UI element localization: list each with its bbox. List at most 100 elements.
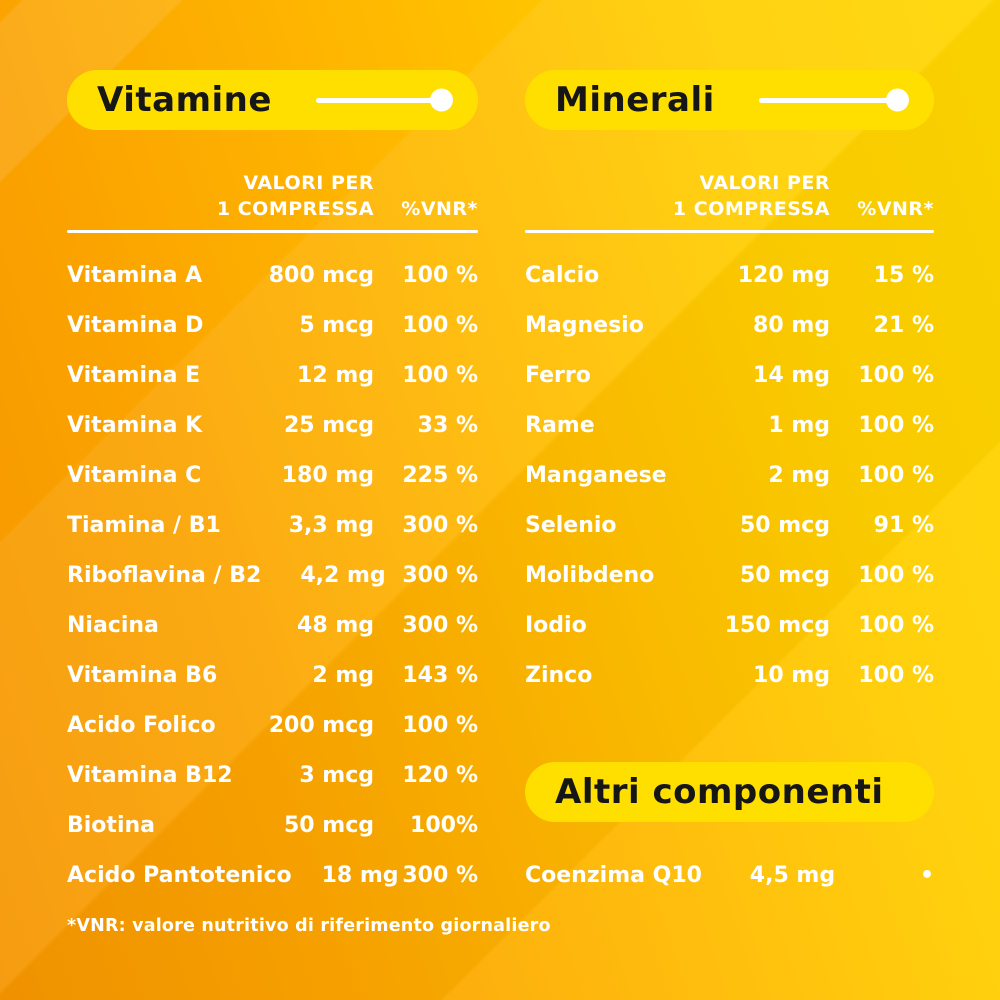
nutrient-amount: 3 mcg <box>299 762 374 788</box>
table-row: Molibdeno 50 mcg 100 % <box>525 550 934 600</box>
table-row: Tiamina / B1 3,3 mg 300 % <box>67 500 478 550</box>
table-row: Iodio 150 mcg 100 % <box>525 600 934 650</box>
nutrient-amount: 1 mg <box>768 412 830 438</box>
minerals-header-pill: Minerali <box>525 70 934 130</box>
nutrient-amount: 18 mg <box>321 862 399 888</box>
nutrient-name: Manganese <box>525 462 667 488</box>
nutrient-amount: 80 mg <box>753 312 830 338</box>
nutrient-name: Vitamina B6 <box>67 662 218 688</box>
nutrient-vnr: 100 % <box>858 462 934 488</box>
table-row: Magnesio 80 mg 21 % <box>525 300 934 350</box>
nutrient-vnr: 300 % <box>402 612 478 638</box>
nutrient-vnr: 21 % <box>873 312 934 338</box>
nutrient-amount: 800 mcg <box>268 262 374 288</box>
nutrient-amount: 12 mg <box>297 362 374 388</box>
nutrient-vnr: 100 % <box>858 362 934 388</box>
nutrient-amount: 48 mg <box>297 612 374 638</box>
nutrient-vnr: 143 % <box>402 662 478 688</box>
nutrient-amount: 4,2 mg <box>300 562 386 588</box>
nutrient-amount: 2 mg <box>768 462 830 488</box>
nutrient-name: Zinco <box>525 662 593 688</box>
nutrient-amount: 2 mg <box>312 662 374 688</box>
nutrient-name: Acido Pantotenico <box>67 862 292 888</box>
nutrient-vnr: 100 % <box>402 262 478 288</box>
nutrient-vnr: • <box>919 862 934 888</box>
vitamins-section: Vitamine VALORI PER 1 COMPRESSA %VNR* Vi… <box>67 70 478 900</box>
nutrient-vnr: 100 % <box>402 362 478 388</box>
nutrient-amount: 200 mcg <box>268 712 374 738</box>
table-row: Vitamina K 25 mcg 33 % <box>67 400 478 450</box>
nutrient-name: Molibdeno <box>525 562 655 588</box>
nutrient-name: Tiamina / B1 <box>67 512 221 538</box>
nutrient-name: Riboflavina / B2 <box>67 562 262 588</box>
nutrient-vnr: 100 % <box>858 562 934 588</box>
line-dot-icon <box>315 97 452 103</box>
nutrient-name: Ferro <box>525 362 591 388</box>
table-row: Acido Folico 200 mcg 100 % <box>67 700 478 750</box>
table-row: Rame 1 mg 100 % <box>525 400 934 450</box>
nutrient-name: Rame <box>525 412 595 438</box>
vnr-header: %VNR* <box>401 198 478 220</box>
nutrient-amount: 50 mcg <box>740 512 830 538</box>
nutrient-name: Iodio <box>525 612 587 638</box>
nutrient-name: Magnesio <box>525 312 644 338</box>
vitamins-title: Vitamine <box>97 80 272 120</box>
values-per-tablet-header: VALORI PER 1 COMPRESSA <box>67 170 374 222</box>
nutrient-amount: 150 mcg <box>724 612 830 638</box>
values-per-tablet-header: VALORI PER 1 COMPRESSA <box>525 170 830 222</box>
table-row: Ferro 14 mg 100 % <box>525 350 934 400</box>
minerals-section: Minerali VALORI PER 1 COMPRESSA %VNR* Ca… <box>525 70 934 900</box>
table-row: Vitamina E 12 mg 100 % <box>67 350 478 400</box>
table-row: Riboflavina / B2 4,2 mg 300 % <box>67 550 478 600</box>
table-row: Vitamina B12 3 mcg 120 % <box>67 750 478 800</box>
nutrient-vnr: 300 % <box>402 562 478 588</box>
nutrient-name: Vitamina A <box>67 262 203 288</box>
nutrient-vnr: 100 % <box>858 612 934 638</box>
nutrient-vnr: 100% <box>410 812 478 838</box>
other-components-header-pill: Altri componenti <box>525 762 934 822</box>
nutrient-amount: 14 mg <box>753 362 830 388</box>
nutrient-vnr: 300 % <box>402 512 478 538</box>
table-row: Vitamina C 180 mg 225 % <box>67 450 478 500</box>
table-row: Selenio 50 mcg 91 % <box>525 500 934 550</box>
vitamins-rows: Vitamina A 800 mcg 100 % Vitamina D 5 mc… <box>67 250 478 900</box>
header-line2: 1 COMPRESSA <box>216 198 374 220</box>
nutrient-name: Acido Folico <box>67 712 216 738</box>
nutrient-name: Vitamina B12 <box>67 762 233 788</box>
nutrient-vnr: 33 % <box>417 412 478 438</box>
other-components-rows: Coenzima Q10 4,5 mg • <box>525 850 934 900</box>
nutrient-amount: 120 mg <box>737 262 830 288</box>
header-divider <box>67 230 478 233</box>
nutrient-amount: 50 mcg <box>740 562 830 588</box>
nutrient-amount: 3,3 mg <box>288 512 374 538</box>
nutrient-name: Vitamina D <box>67 312 204 338</box>
nutrient-amount: 50 mcg <box>284 812 374 838</box>
table-row: Acido Pantotenico 18 mg 300 % <box>67 850 478 900</box>
nutrient-amount: 5 mcg <box>299 312 374 338</box>
nutrient-amount: 180 mg <box>281 462 374 488</box>
table-row: Manganese 2 mg 100 % <box>525 450 934 500</box>
header-line1: VALORI PER <box>699 172 830 194</box>
vnr-header: %VNR* <box>857 198 934 220</box>
table-row: Vitamina D 5 mcg 100 % <box>67 300 478 350</box>
nutrient-vnr: 100 % <box>858 662 934 688</box>
nutrient-vnr: 300 % <box>402 862 478 888</box>
nutrient-name: Vitamina E <box>67 362 201 388</box>
nutrient-name: Niacina <box>67 612 159 638</box>
nutrient-name: Selenio <box>525 512 617 538</box>
vnr-footnote: *VNR: valore nutritivo di riferimento gi… <box>67 916 551 936</box>
nutrient-vnr: 91 % <box>873 512 934 538</box>
nutrient-amount: 10 mg <box>753 662 830 688</box>
nutrient-vnr: 15 % <box>873 262 934 288</box>
nutrient-amount: 4,5 mg <box>749 862 836 888</box>
table-row: Vitamina B6 2 mg 143 % <box>67 650 478 700</box>
nutrient-vnr: 100 % <box>402 712 478 738</box>
nutrient-vnr: 225 % <box>402 462 478 488</box>
header-line2: 1 COMPRESSA <box>672 198 830 220</box>
nutrient-name: Coenzima Q10 <box>525 862 702 888</box>
other-components-title: Altri componenti <box>555 772 884 812</box>
minerals-title: Minerali <box>555 80 715 120</box>
table-row: Coenzima Q10 4,5 mg • <box>525 850 934 900</box>
nutrient-vnr: 120 % <box>402 762 478 788</box>
header-line1: VALORI PER <box>243 172 374 194</box>
